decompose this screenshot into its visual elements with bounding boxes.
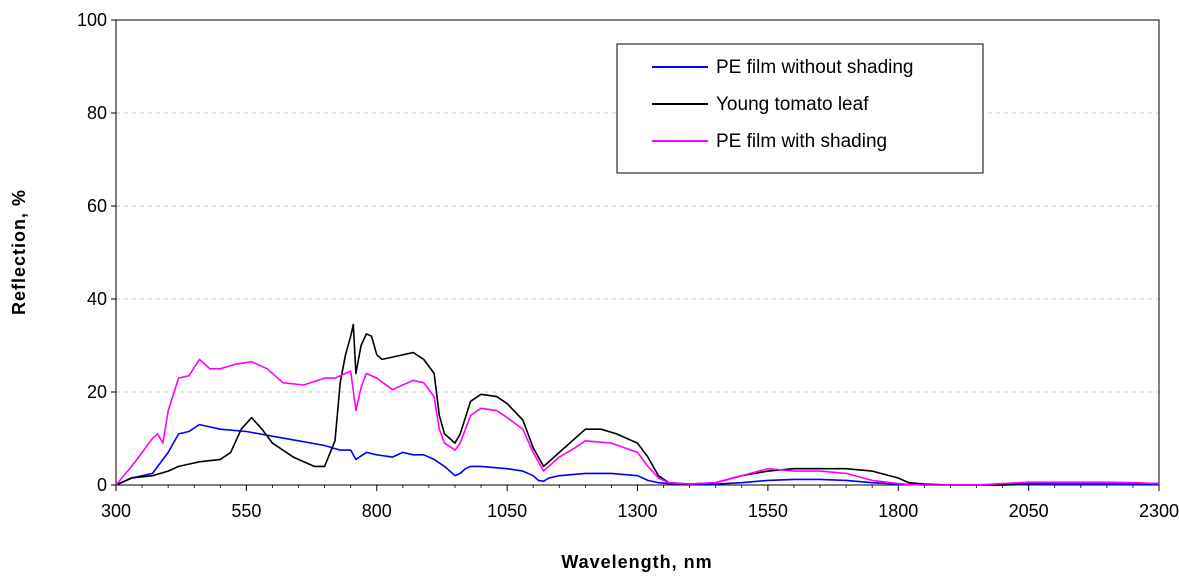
y-tick-label: 40 (87, 289, 107, 309)
x-tick-label: 1800 (878, 501, 918, 521)
series-line-3 (115, 358, 1160, 486)
y-tick-label: 20 (87, 382, 107, 402)
x-tick-label: 2050 (1009, 501, 1049, 521)
series-line-1 (115, 423, 1159, 486)
tick-labels: 0 20 40 60 80 100 300 550 800 1050 1300 1550 1800 205… (77, 10, 1179, 521)
x-tick-label: 300 (101, 501, 131, 521)
x-tick-label: 550 (231, 501, 261, 521)
y-axis-title: Reflection, % (9, 189, 29, 315)
legend: PE film without shading Young tomato leaf… (616, 43, 984, 174)
x-tick-label: 1300 (617, 501, 657, 521)
legend-label-2: Young tomato leaf (716, 94, 869, 115)
x-tick-label: 1050 (487, 501, 527, 521)
legend-items: PE film without shading Young tomato leaf… (652, 57, 914, 152)
legend-box (616, 43, 984, 174)
x-tick-label: 1550 (748, 501, 788, 521)
x-tick-label: 800 (362, 501, 392, 521)
legend-label-1: PE film without shading (716, 57, 914, 78)
series-line-2 (115, 323, 1160, 486)
y-tick-label: 100 (77, 10, 107, 30)
series-layer (115, 323, 1160, 486)
axes (111, 19, 1160, 491)
x-tick-label: 2300 (1139, 501, 1179, 521)
y-tick-label: 0 (97, 475, 107, 495)
x-axis-title: Wavelength, nm (561, 552, 712, 572)
y-tick-label: 80 (87, 103, 107, 123)
y-tick-label: 60 (87, 196, 107, 216)
legend-label-3: PE film with shading (716, 131, 887, 152)
